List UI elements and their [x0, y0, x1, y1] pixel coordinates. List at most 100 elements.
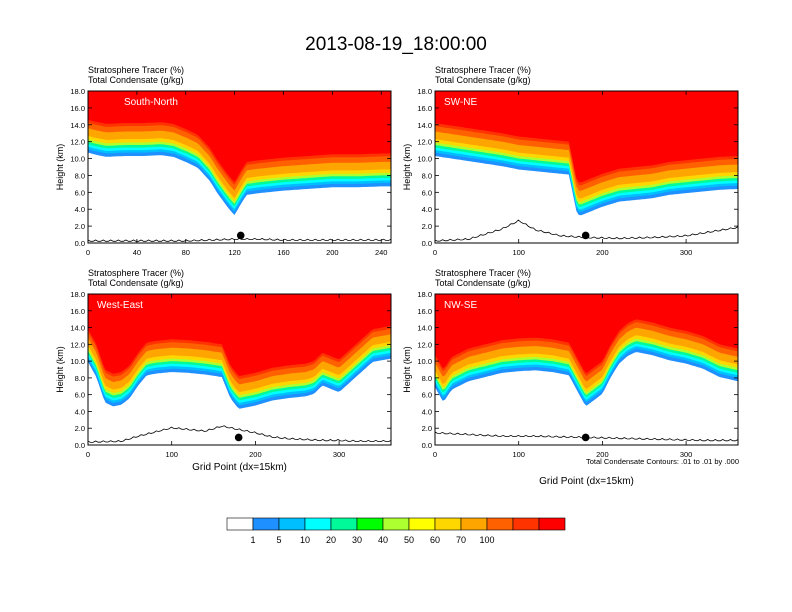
- panel-header-tracer: Stratosphere Tracer (%): [435, 65, 531, 75]
- colorbar-swatch: [252, 517, 280, 531]
- panel-label: NW-SE: [444, 300, 477, 311]
- x-tick-label: 100: [512, 248, 525, 257]
- y-tick-label: 6.0: [422, 391, 432, 400]
- y-tick-label: 6.0: [422, 188, 432, 197]
- y-tick-label: 2.0: [422, 424, 432, 433]
- colorbar: 1 5 10 20 30 40 50 60 70 100: [226, 517, 566, 545]
- tracer-core: [435, 294, 738, 368]
- y-tick-label: 8.0: [75, 171, 85, 180]
- x-tick-label: 300: [680, 450, 693, 459]
- panel-header-condensate: Total Condensate (g/kg): [435, 75, 531, 85]
- tracer-core: [88, 294, 391, 371]
- panel-label: South-North: [124, 97, 178, 108]
- y-tick-label: 0.0: [75, 239, 85, 248]
- y-tick-label: 18.0: [417, 290, 432, 299]
- colorbar-swatch: [460, 517, 488, 531]
- contour-note: Total Condensate Contours: .01 to .01 by…: [586, 457, 739, 466]
- x-tick-label: 300: [333, 450, 346, 459]
- y-tick-label: 12.0: [70, 340, 85, 349]
- y-tick-label: 2.0: [75, 424, 85, 433]
- y-tick-label: 10.0: [70, 357, 85, 366]
- y-tick-label: 2.0: [75, 222, 85, 231]
- x-tick-label: 300: [680, 248, 693, 257]
- y-tick-label: 18.0: [70, 87, 85, 96]
- x-tick-label: 0: [433, 450, 437, 459]
- plot-frame: [87, 90, 392, 244]
- x-tick-label: 40: [133, 248, 141, 257]
- y-axis-label: Height (km): [55, 144, 65, 191]
- colorbar-swatch: [382, 517, 410, 531]
- y-axis-label: Height (km): [402, 346, 412, 393]
- y-tick-label: 16.0: [417, 307, 432, 316]
- colorbar-swatch: [486, 517, 514, 531]
- y-axis-label: Height (km): [55, 346, 65, 393]
- panel-header-condensate: Total Condensate (g/kg): [435, 278, 531, 288]
- plot-area: [435, 91, 738, 243]
- tracer-core: [435, 91, 738, 178]
- tracer-core: [88, 91, 391, 177]
- panel-header-condensate: Total Condensate (g/kg): [88, 278, 184, 288]
- colorbar-label: 60: [430, 535, 440, 545]
- y-tick-label: 12.0: [417, 340, 432, 349]
- colorbar-label: 20: [326, 535, 336, 545]
- panel-header-tracer: Stratosphere Tracer (%): [88, 268, 184, 278]
- colorbar-label: 10: [300, 535, 310, 545]
- y-tick-label: 16.0: [70, 307, 85, 316]
- plot-frame: [434, 293, 739, 446]
- y-tick-label: 2.0: [422, 222, 432, 231]
- y-tick-label: 10.0: [70, 155, 85, 164]
- location-marker: [236, 231, 245, 240]
- x-tick-label: 100: [165, 450, 178, 459]
- plot-frame: [434, 90, 739, 244]
- y-tick-label: 18.0: [70, 290, 85, 299]
- y-tick-label: 0.0: [422, 441, 432, 450]
- x-tick-label: 160: [277, 248, 290, 257]
- colorbar-swatch: [278, 517, 306, 531]
- colorbar-swatch: [356, 517, 384, 531]
- colorbar-swatch: [304, 517, 332, 531]
- y-tick-label: 16.0: [70, 104, 85, 113]
- y-tick-label: 14.0: [417, 324, 432, 333]
- location-marker: [234, 433, 243, 442]
- y-tick-label: 14.0: [417, 121, 432, 130]
- panel-header-tracer: Stratosphere Tracer (%): [435, 268, 531, 278]
- panel-label: SW-NE: [444, 97, 477, 108]
- y-tick-label: 8.0: [422, 171, 432, 180]
- location-marker: [581, 231, 590, 240]
- plot-frame: [87, 293, 392, 446]
- x-tick-label: 0: [433, 248, 437, 257]
- y-tick-label: 14.0: [70, 324, 85, 333]
- x-axis-label: Grid Point (dx=15km): [539, 476, 634, 487]
- colorbar-label: 5: [276, 535, 281, 545]
- y-tick-label: 0.0: [422, 239, 432, 248]
- panel-header-tracer: Stratosphere Tracer (%): [88, 65, 184, 75]
- x-axis-label: Grid Point (dx=15km): [192, 462, 287, 473]
- plot-area: [435, 294, 738, 445]
- x-tick-label: 80: [182, 248, 190, 257]
- x-tick-label: 0: [86, 248, 90, 257]
- x-tick-label: 200: [596, 450, 609, 459]
- y-tick-label: 12.0: [417, 138, 432, 147]
- y-tick-label: 16.0: [417, 104, 432, 113]
- panel-label: West-East: [97, 300, 143, 311]
- y-tick-label: 0.0: [75, 441, 85, 450]
- y-tick-label: 10.0: [417, 155, 432, 164]
- colorbar-label: 30: [352, 535, 362, 545]
- colorbar-label: 50: [404, 535, 414, 545]
- x-tick-label: 200: [326, 248, 339, 257]
- colorbar-swatch: [330, 517, 358, 531]
- colorbar-swatch: [434, 517, 462, 531]
- terrain-line: [88, 425, 391, 443]
- panels-group: Stratosphere Tracer (%)Total Condensate …: [55, 65, 739, 487]
- panel-header-condensate: Total Condensate (g/kg): [88, 75, 184, 85]
- y-tick-label: 6.0: [75, 391, 85, 400]
- y-tick-label: 8.0: [75, 374, 85, 383]
- chart-panel-4: Stratosphere Tracer (%)Total Condensate …: [402, 268, 739, 487]
- y-tick-label: 6.0: [75, 188, 85, 197]
- chart-panel-3: Stratosphere Tracer (%)Total Condensate …: [55, 268, 392, 473]
- y-tick-label: 10.0: [417, 357, 432, 366]
- y-tick-label: 8.0: [422, 374, 432, 383]
- colorbar-swatch: [512, 517, 540, 531]
- colorbar-label: 70: [456, 535, 466, 545]
